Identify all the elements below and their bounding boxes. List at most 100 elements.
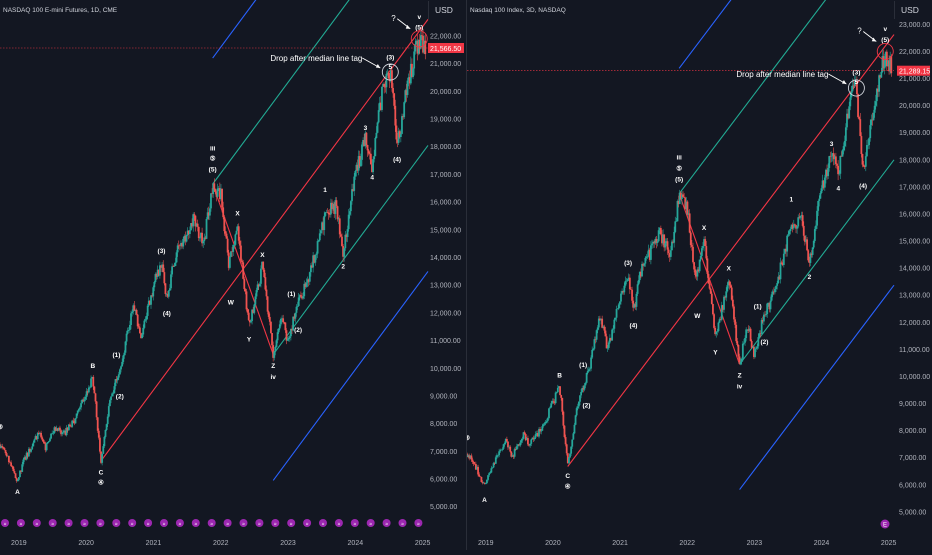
candle-body	[572, 433, 575, 440]
wave-label: W	[228, 299, 235, 306]
chart-panel-right[interactable]: 5,000.00 6,000.00 7,000.00 8,000.00 9,000.00…	[464, 0, 932, 550]
candle-body	[150, 295, 152, 305]
candle-body	[194, 215, 197, 227]
candle-body	[140, 333, 142, 339]
candle-body	[232, 244, 235, 252]
candle-body	[351, 189, 353, 202]
candle-body	[81, 399, 84, 404]
wave-label: X	[235, 211, 240, 218]
currency-button[interactable]: USD	[428, 1, 466, 19]
candle-body	[860, 136, 863, 155]
candle-body	[617, 304, 620, 309]
candle-body	[244, 289, 247, 292]
candle-body	[322, 222, 325, 231]
top-target-circle	[876, 43, 894, 60]
event-marker-icon	[175, 519, 184, 527]
candle-body	[523, 432, 526, 435]
candle-body	[536, 433, 539, 437]
candle-body	[768, 302, 771, 310]
candle-body	[90, 378, 92, 388]
wave-label: Z	[738, 373, 742, 380]
candle-body	[314, 254, 317, 263]
candle-body	[841, 150, 844, 157]
chart-svg-right[interactable]: 5,000.00 6,000.00 7,000.00 8,000.00 9,000.00…	[464, 0, 932, 550]
event-marker-glyph: »	[401, 522, 404, 528]
candle-body	[525, 438, 528, 441]
y-tick-label: 5,000.00	[430, 504, 457, 511]
candle-body	[791, 224, 794, 229]
candle-body	[75, 413, 78, 419]
candle-body	[49, 438, 51, 442]
event-marker-glyph: »	[99, 522, 102, 528]
y-tick-label: 20,000.00	[899, 103, 930, 110]
wave-label: C	[99, 470, 104, 477]
candle-body	[717, 322, 720, 331]
candle-body	[756, 346, 759, 349]
candle-body	[635, 293, 638, 307]
wave-label: C	[565, 473, 570, 480]
y-tick-label: 17,000.00	[899, 184, 930, 191]
candle-body	[171, 266, 174, 275]
candle-body	[298, 295, 301, 298]
y-tick-label: 15,000.00	[899, 239, 930, 246]
candle-body	[319, 230, 322, 234]
annotation-text: Drop after median line tag	[270, 54, 362, 63]
candle-body	[264, 277, 267, 290]
candle-body	[122, 355, 125, 362]
candle-body	[175, 252, 178, 263]
event-marker-icon	[366, 519, 375, 527]
event-marker-glyph: »	[290, 522, 293, 528]
candle-body	[277, 328, 280, 333]
candle-body	[188, 230, 191, 235]
candle-body	[842, 146, 845, 151]
candle-body	[758, 333, 761, 338]
candle-body	[422, 35, 424, 53]
y-tick-label: 12,000.00	[430, 310, 461, 317]
candle-body	[297, 297, 300, 306]
candle-body	[875, 88, 878, 102]
candle-body	[603, 326, 606, 331]
candle-body	[281, 318, 283, 319]
chart-svg-left[interactable]: 5,000.00 6,000.00 7,000.00 8,000.00 9,000.00…	[0, 0, 466, 550]
candle-body	[223, 217, 226, 232]
candle-body	[211, 193, 213, 194]
candle-body	[555, 392, 558, 393]
candle-body	[286, 339, 289, 341]
candle-body	[202, 241, 205, 244]
candle-body	[533, 437, 536, 440]
candle-body	[345, 234, 348, 238]
currency-button[interactable]: USD	[894, 1, 932, 19]
candle-body	[136, 314, 139, 327]
candle-body	[654, 238, 657, 244]
candle-body	[663, 234, 666, 248]
candle-body	[53, 427, 56, 433]
candle-body	[642, 263, 645, 266]
candle-body	[830, 155, 833, 157]
event-marker-icon	[32, 519, 41, 527]
candle-body	[76, 410, 79, 414]
candle-body	[248, 320, 251, 323]
candle-body	[573, 424, 576, 434]
candle-body	[799, 216, 802, 218]
chart-panel-left[interactable]: 5,000.00 6,000.00 7,000.00 8,000.00 9,000.00…	[0, 0, 466, 550]
candle-body	[357, 156, 360, 171]
y-tick-label: 16,000.00	[430, 200, 461, 207]
candle-body	[123, 352, 126, 356]
candle-body	[862, 164, 865, 167]
x-tick-label: 2025	[415, 540, 431, 547]
candle-body	[720, 305, 723, 320]
candle-body	[829, 156, 832, 157]
y-tick-label: 21,000.00	[899, 76, 930, 83]
candle-body	[593, 339, 596, 349]
candle-body	[599, 318, 601, 321]
candle-body	[513, 449, 516, 457]
candle-body	[358, 156, 361, 167]
panel-divider[interactable]	[466, 0, 467, 550]
candle-body	[274, 346, 277, 352]
candle-body	[72, 420, 75, 422]
candle-body	[487, 475, 489, 480]
candle-body	[225, 233, 228, 239]
question-arrowhead	[871, 37, 877, 42]
candle-body	[255, 290, 258, 297]
candle-body	[116, 377, 119, 381]
